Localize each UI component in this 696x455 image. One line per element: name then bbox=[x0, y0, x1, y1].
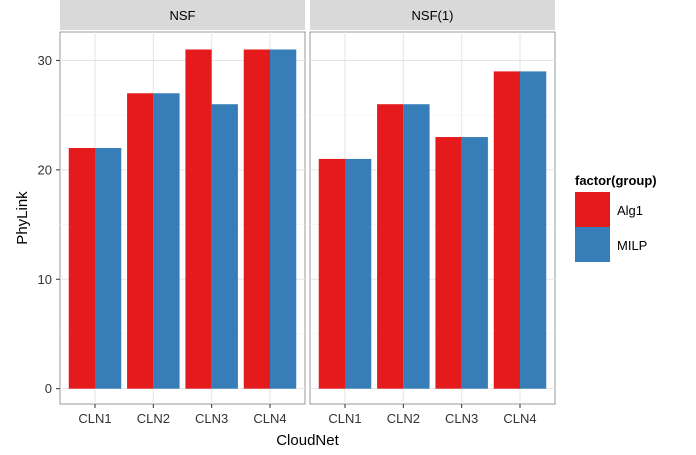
x-tick-label: CLN3 bbox=[195, 411, 228, 426]
bar-alg1-cln1 bbox=[68, 147, 95, 389]
legend-key-alg1 bbox=[575, 192, 610, 227]
bar-alg1-cln4 bbox=[243, 49, 270, 389]
bar-milp-cln3 bbox=[461, 137, 488, 389]
bar-alg1-cln1 bbox=[318, 158, 345, 389]
bar-milp-cln4 bbox=[520, 71, 547, 389]
legend: factor(group) Alg1 MILP bbox=[575, 173, 657, 262]
x-tick-label: CLN1 bbox=[328, 411, 361, 426]
y-tick-label: 30 bbox=[38, 53, 52, 68]
bars-nsf bbox=[68, 49, 297, 389]
x-axis: CLN1 CLN2 CLN3 CLN4 CLN1 CLN2 CLN3 CLN4 bbox=[78, 404, 537, 426]
panel-title-nsf1: NSF(1) bbox=[412, 8, 454, 23]
bar-milp-cln3 bbox=[211, 104, 238, 389]
y-axis-title: PhyLink bbox=[14, 191, 31, 245]
legend-key-milp bbox=[575, 227, 610, 262]
x-axis-title: CloudNet bbox=[276, 432, 339, 449]
bar-milp-cln1 bbox=[95, 147, 122, 389]
bar-alg1-cln2 bbox=[127, 93, 154, 389]
y-tick-label: 20 bbox=[38, 162, 52, 177]
bar-milp-cln2 bbox=[403, 104, 430, 389]
y-axis: 0 10 20 30 bbox=[38, 53, 60, 396]
x-tick-label: CLN2 bbox=[387, 411, 420, 426]
legend-label-alg1: Alg1 bbox=[617, 203, 643, 218]
y-tick-label: 10 bbox=[38, 272, 52, 287]
bar-alg1-cln2 bbox=[377, 104, 404, 389]
x-tick-label: CLN3 bbox=[445, 411, 478, 426]
x-tick-label: CLN2 bbox=[137, 411, 170, 426]
bar-milp-cln4 bbox=[270, 49, 297, 389]
x-tick-label: CLN1 bbox=[78, 411, 111, 426]
panel-title-nsf: NSF bbox=[170, 8, 196, 23]
bar-alg1-cln4 bbox=[493, 71, 520, 389]
x-tick-label: CLN4 bbox=[253, 411, 286, 426]
legend-title: factor(group) bbox=[575, 173, 657, 188]
panel-strip-nsf bbox=[60, 0, 305, 30]
bar-alg1-cln3 bbox=[435, 137, 462, 389]
bar-milp-cln2 bbox=[153, 93, 180, 389]
legend-label-milp: MILP bbox=[617, 238, 647, 253]
bars-nsf1 bbox=[318, 71, 547, 389]
y-tick-label: 0 bbox=[45, 381, 52, 396]
x-tick-label: CLN4 bbox=[503, 411, 536, 426]
bar-milp-cln1 bbox=[345, 158, 372, 389]
bar-alg1-cln3 bbox=[185, 49, 212, 389]
panel-strip-nsf1 bbox=[310, 0, 555, 30]
